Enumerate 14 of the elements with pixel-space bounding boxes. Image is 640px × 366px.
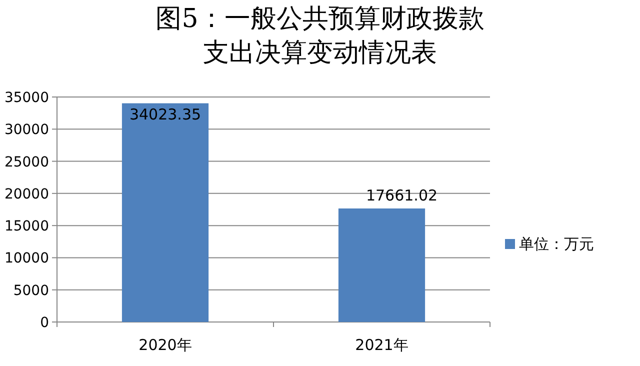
y-tick-label: 35000 (4, 90, 49, 106)
x-tick-label: 2020年 (138, 336, 192, 354)
y-tick-label: 15000 (4, 218, 49, 235)
legend-label: 单位：万元 (519, 235, 594, 253)
chart-title: 图5：一般公共预算财政拨款支出决算变动情况表 (154, 3, 486, 70)
y-tick-label: 5000 (13, 282, 49, 299)
data-label: 17661.02 (366, 186, 438, 204)
y-tick-label: 30000 (4, 122, 49, 138)
data-label: 34023.35 (129, 105, 202, 124)
y-tick-label: 10000 (4, 250, 49, 267)
y-tick-label: 20000 (4, 186, 49, 202)
y-tick-label: 25000 (4, 154, 49, 170)
x-tick-label: 2021年 (355, 336, 408, 354)
y-tick-label: 0 (40, 315, 49, 331)
